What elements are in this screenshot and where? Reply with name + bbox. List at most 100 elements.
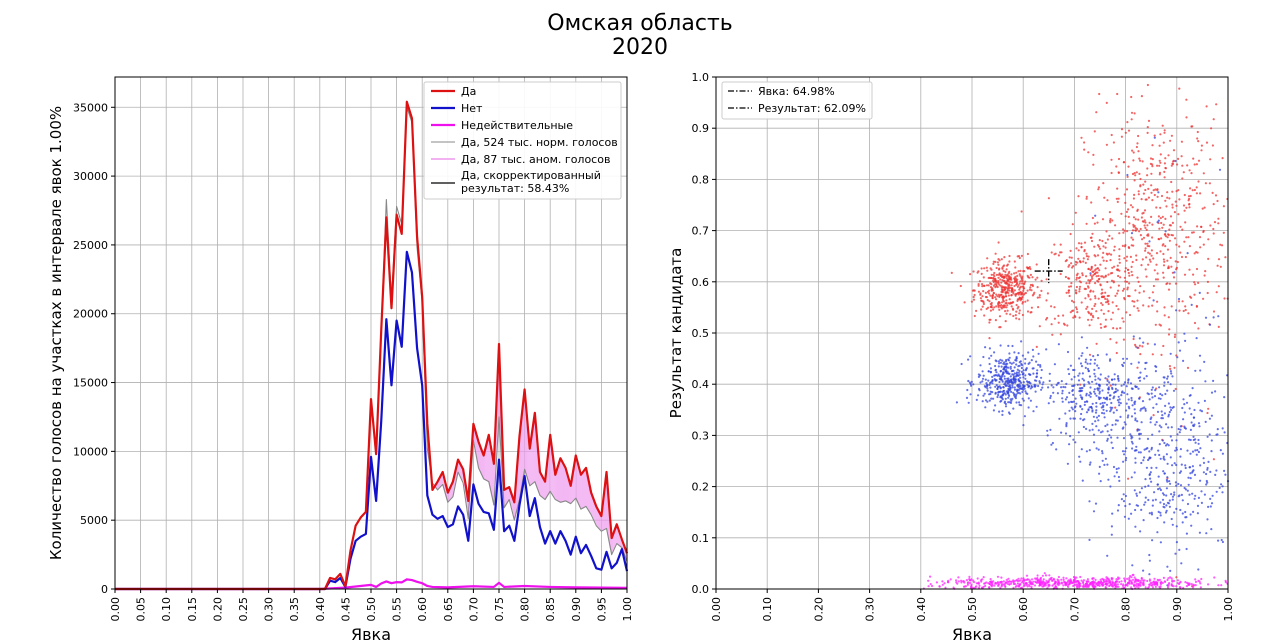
scatter-point-no bbox=[1130, 387, 1133, 390]
scatter-point-yes bbox=[1189, 194, 1192, 198]
scatter-point-no bbox=[1157, 219, 1160, 222]
scatter-point-yes bbox=[1134, 343, 1137, 346]
scatter-point-no bbox=[1126, 173, 1129, 177]
scatter-y-tick-label: 0.5 bbox=[692, 327, 710, 340]
scatter-point-yes bbox=[1122, 231, 1125, 234]
scatter-point-no bbox=[1004, 383, 1007, 386]
scatter-point-invalid bbox=[1152, 580, 1155, 584]
scatter-point-no bbox=[1016, 390, 1019, 393]
scatter-point-invalid bbox=[989, 580, 992, 584]
scatter-point-no bbox=[1203, 399, 1206, 402]
scatter-point-yes bbox=[971, 289, 975, 292]
scatter-point-yes bbox=[1009, 313, 1012, 316]
scatter-point-no bbox=[1015, 359, 1018, 362]
scatter-point-yes bbox=[1094, 282, 1097, 285]
scatter-point-yes bbox=[1017, 255, 1021, 258]
scatter-point-no bbox=[982, 355, 985, 359]
scatter-point-invalid bbox=[929, 583, 932, 586]
scatter-point-yes bbox=[1133, 179, 1136, 182]
scatter-point-yes bbox=[1138, 230, 1141, 233]
scatter-point-no bbox=[1148, 398, 1151, 401]
scatter-point-yes bbox=[1014, 314, 1017, 317]
scatter-point-yes bbox=[995, 298, 998, 301]
scatter-point-no bbox=[1171, 498, 1174, 501]
scatter-point-invalid bbox=[1199, 586, 1202, 589]
scatter-point-yes bbox=[1093, 245, 1096, 248]
scatter-point-no bbox=[1085, 400, 1088, 403]
scatter-point-no bbox=[1139, 530, 1142, 533]
scatter-point-yes bbox=[1013, 260, 1016, 263]
scatter-point-no bbox=[1178, 431, 1181, 434]
scatter-point-no bbox=[1081, 352, 1084, 355]
scatter-point-invalid bbox=[1041, 580, 1044, 583]
scatter-point-yes bbox=[1182, 204, 1186, 207]
scatter-point-no bbox=[989, 370, 993, 373]
scatter-point-yes bbox=[1053, 306, 1056, 309]
scatter-point-yes bbox=[1181, 164, 1184, 167]
scatter-point-yes bbox=[1155, 206, 1158, 209]
scatter-point-yes bbox=[1080, 301, 1083, 304]
scatter-point-no bbox=[1101, 430, 1104, 433]
scatter-point-yes bbox=[1004, 320, 1007, 323]
scatter-point-yes bbox=[1102, 259, 1105, 262]
scatter-point-no bbox=[1037, 363, 1040, 366]
scatter-point-yes bbox=[1128, 282, 1131, 285]
scatter-point-yes bbox=[1109, 286, 1112, 289]
scatter-point-yes bbox=[1096, 254, 1100, 257]
scatter-point-yes bbox=[1167, 333, 1171, 336]
scatter-point-yes bbox=[1005, 277, 1009, 280]
scatter-point-yes bbox=[1145, 198, 1148, 201]
scatter-point-yes bbox=[1171, 234, 1174, 237]
scatter-point-no bbox=[1120, 384, 1123, 387]
scatter-point-no bbox=[1089, 358, 1092, 361]
scatter-point-invalid bbox=[1120, 583, 1123, 586]
scatter-point-no bbox=[1176, 356, 1179, 359]
scatter-point-no bbox=[1022, 381, 1025, 384]
scatter-point-no bbox=[1151, 504, 1154, 507]
scatter-point-invalid bbox=[1052, 578, 1055, 581]
scatter-point-no bbox=[998, 374, 1001, 377]
scatter-point-no bbox=[1027, 386, 1030, 389]
scatter-point-yes bbox=[1206, 411, 1209, 415]
scatter-point-no bbox=[1009, 386, 1012, 389]
scatter-point-no bbox=[1182, 398, 1185, 401]
scatter-point-yes bbox=[1163, 162, 1166, 165]
scatter-point-invalid bbox=[1137, 586, 1140, 590]
scatter-point-no bbox=[1088, 394, 1091, 397]
scatter-point-yes bbox=[1106, 378, 1109, 381]
scatter-point-yes bbox=[1217, 217, 1220, 220]
scatter-point-no bbox=[1221, 485, 1224, 488]
scatter-point-yes bbox=[1070, 256, 1073, 259]
scatter-point-yes bbox=[1201, 207, 1204, 210]
scatter-point-no bbox=[1204, 420, 1207, 423]
scatter-point-yes bbox=[1171, 203, 1174, 206]
scatter-y-tick-label: 0.8 bbox=[692, 173, 710, 186]
scatter-point-yes bbox=[1109, 384, 1112, 387]
scatter-point-yes bbox=[1097, 317, 1100, 320]
scatter-point-no bbox=[1114, 383, 1117, 386]
scatter-point-no bbox=[1115, 471, 1118, 474]
scatter-point-yes bbox=[1111, 237, 1114, 240]
scatter-point-yes bbox=[1125, 188, 1129, 191]
scatter-point-yes bbox=[1145, 275, 1148, 278]
scatter-point-yes bbox=[1004, 291, 1008, 294]
scatter-point-invalid bbox=[1140, 581, 1143, 584]
scatter-point-yes bbox=[1118, 258, 1121, 261]
scatter-point-yes bbox=[989, 309, 993, 312]
scatter-point-yes bbox=[1174, 333, 1177, 336]
scatter-point-no bbox=[1094, 378, 1097, 381]
scatter-point-no bbox=[1185, 516, 1188, 519]
scatter-point-no bbox=[1010, 381, 1013, 384]
scatter-point-no bbox=[1107, 391, 1110, 394]
scatter-point-no bbox=[1138, 433, 1141, 436]
scatter-point-no bbox=[1188, 394, 1191, 397]
scatter-point-yes bbox=[1174, 260, 1177, 263]
scatter-point-no bbox=[1074, 405, 1077, 408]
scatter-point-no bbox=[1210, 528, 1213, 531]
scatter-point-no bbox=[1191, 492, 1194, 495]
scatter-point-yes bbox=[1206, 280, 1209, 283]
scatter-point-yes bbox=[1224, 256, 1227, 259]
scatter-point-no bbox=[969, 382, 972, 386]
scatter-point-invalid bbox=[1162, 576, 1165, 580]
scatter-point-no bbox=[1098, 387, 1101, 390]
